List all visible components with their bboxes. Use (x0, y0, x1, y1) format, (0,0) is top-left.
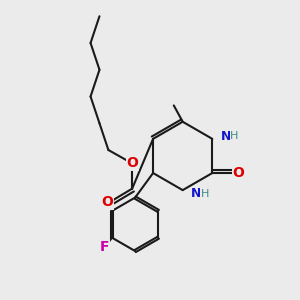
Text: O: O (126, 156, 138, 170)
Text: H: H (200, 189, 209, 199)
Text: O: O (232, 166, 244, 180)
Text: N: N (220, 130, 231, 143)
Text: O: O (101, 195, 113, 209)
Text: F: F (100, 240, 109, 254)
Text: N: N (191, 187, 201, 200)
Text: H: H (230, 131, 238, 142)
